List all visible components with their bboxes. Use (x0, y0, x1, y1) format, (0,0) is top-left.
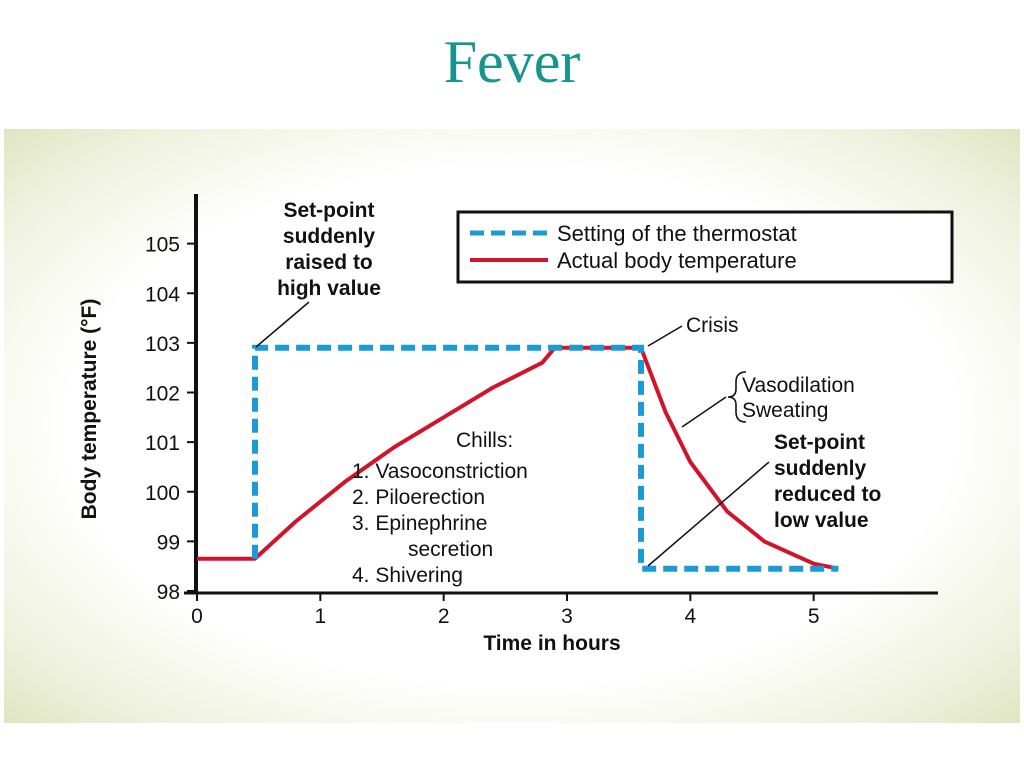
raised-pointer (255, 301, 310, 348)
reduced-line-2: suddenly (774, 457, 867, 480)
raised-line-3: raised to (285, 251, 373, 274)
y-ticks: 98 99 100 101 102 103 104 105 (145, 234, 196, 604)
x-tick-label-2: 2 (438, 605, 450, 628)
vasodilation-line-1: Vasodilation (742, 374, 855, 397)
vasodilation-line-2: Sweating (742, 399, 828, 422)
crisis-annotation: Crisis (647, 314, 739, 347)
vasodilation-brace (727, 371, 747, 423)
y-tick-label-98: 98 (157, 581, 180, 604)
y-tick-label-104: 104 (145, 283, 180, 306)
actual-temperature-line (197, 345, 839, 571)
x-tick-label-5: 5 (808, 605, 820, 628)
x-ticks: 0 1 2 3 4 5 (191, 593, 820, 628)
chills-annotation: Chills: 1. Vasoconstriction 2. Piloerect… (352, 429, 528, 587)
y-tick-label-99: 99 (157, 531, 180, 554)
y-tick-label-103: 103 (145, 333, 180, 356)
annotations: Set-point suddenly raised to high value … (255, 199, 881, 587)
crisis-label: Crisis (686, 314, 739, 337)
chills-item-5: 4. Shivering (352, 564, 463, 587)
chills-item-1: 1. Vasoconstriction (352, 460, 528, 483)
vasodilation-annotation: Vasodilation Sweating (681, 371, 855, 428)
x-axis-title: Time in hours (483, 632, 620, 655)
chills-item-3: 3. Epinephrine (352, 512, 487, 535)
vasodilation-pointer (681, 396, 727, 428)
thermostat-setting-line (252, 344, 839, 572)
legend-thermostat-label: Setting of the thermostat (557, 221, 797, 246)
slide-title: Fever (443, 29, 581, 95)
y-tick-label-102: 102 (145, 383, 180, 406)
fever-chart: 98 99 100 101 102 103 104 105 0 1 2 3 4 5 Body tempe… (78, 194, 954, 655)
raised-line-4: high value (277, 277, 381, 300)
legend-actual-label: Actual body temperature (557, 248, 797, 273)
chart-panel: 98 99 100 101 102 103 104 105 0 1 2 3 4 5 Body tempe… (4, 129, 1020, 723)
x-tick-label-0: 0 (191, 605, 203, 628)
x-tick-label-1: 1 (314, 605, 326, 628)
y-tick-label-101: 101 (145, 432, 180, 455)
raised-line-2: suddenly (283, 225, 376, 248)
x-tick-label-3: 3 (561, 605, 573, 628)
reduced-line-4: low value (774, 509, 869, 532)
legend: Setting of the thermostat Actual body te… (456, 210, 954, 284)
raised-annotation: Set-point suddenly raised to high value (255, 199, 381, 348)
x-tick-label-4: 4 (684, 605, 696, 628)
reduced-annotation: Set-point suddenly reduced to low value (647, 431, 881, 567)
chills-title: Chills: (456, 429, 513, 452)
chills-item-2: 2. Piloerection (352, 486, 485, 509)
y-tick-label-105: 105 (145, 234, 180, 257)
y-tick-label-100: 100 (145, 482, 180, 505)
reduced-line-1: Set-point (774, 431, 865, 454)
y-axis-title: Body temperature (°F) (78, 299, 101, 520)
crisis-pointer (647, 325, 683, 347)
reduced-pointer (647, 461, 770, 567)
axes (184, 194, 938, 595)
chills-item-4: secretion (408, 538, 493, 561)
reduced-line-3: reduced to (774, 483, 881, 506)
legend-box (456, 210, 954, 284)
raised-line-1: Set-point (284, 199, 375, 222)
